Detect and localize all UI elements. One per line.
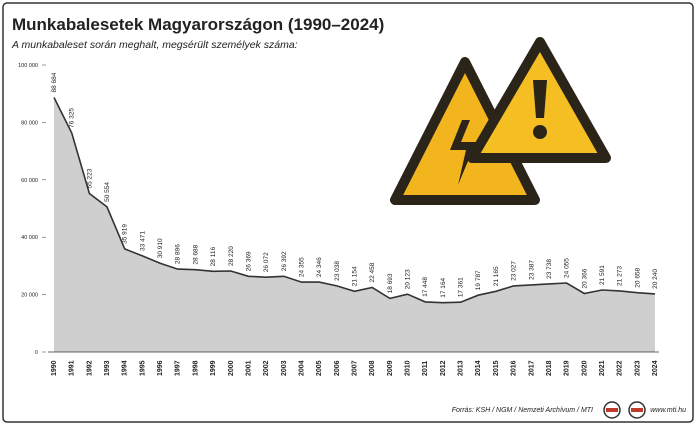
value-label: 35 919 <box>122 224 129 244</box>
x-tick-label: 2023 <box>634 360 641 376</box>
value-label: 26 392 <box>281 251 288 271</box>
x-tick-label: 2007 <box>352 360 359 376</box>
value-label: 21 273 <box>617 266 624 286</box>
x-tick-label: 1996 <box>157 360 164 376</box>
x-tick-label: 2012 <box>440 360 447 376</box>
value-label: 20 366 <box>581 268 588 288</box>
value-label: 50 554 <box>104 182 111 202</box>
x-tick-label: 1993 <box>104 360 111 376</box>
logo-mark <box>631 408 643 412</box>
x-tick-label: 1999 <box>210 360 217 376</box>
source: Forrás: KSH / NGM / Nemzeti Archívum / M… <box>452 407 593 414</box>
value-label: 28 220 <box>228 246 235 266</box>
y-tick-label: 0 <box>35 350 38 356</box>
value-label: 20 123 <box>405 269 412 289</box>
value-label: 17 448 <box>422 277 429 297</box>
value-label: 24 055 <box>564 258 571 278</box>
value-label: 22 458 <box>369 262 376 282</box>
y-tick-label: 80 000 <box>21 120 38 126</box>
value-label: 23 027 <box>511 261 518 281</box>
y-tick-label: 40 000 <box>21 235 38 241</box>
exclamation-icon <box>533 80 547 118</box>
x-tick-label: 2020 <box>581 360 588 376</box>
x-tick-label: 2024 <box>652 360 659 376</box>
value-label: 33 471 <box>139 231 146 251</box>
x-tick-label: 2016 <box>511 360 518 376</box>
exclamation-dot <box>533 125 547 139</box>
x-tick-label: 2001 <box>245 360 252 376</box>
value-label: 24 355 <box>298 257 305 277</box>
website: www.mti.hu <box>650 407 686 414</box>
x-tick-label: 2003 <box>281 360 288 376</box>
value-label: 88 684 <box>51 72 58 92</box>
value-label: 76 325 <box>69 108 76 128</box>
x-tick-label: 1992 <box>86 360 93 376</box>
x-tick-label: 1991 <box>69 360 76 376</box>
value-label: 28 896 <box>175 244 182 264</box>
x-tick-label: 1995 <box>139 360 146 376</box>
plot: 0 20 000 40 000 60 000 80 000 100 000 88 684 19… <box>18 63 659 376</box>
value-label: 30 910 <box>157 238 164 258</box>
y-tick-label: 100 000 <box>18 63 38 69</box>
value-label: 28 688 <box>192 244 199 264</box>
x-tick-label: 2004 <box>298 360 305 376</box>
logo-mark <box>606 408 618 412</box>
chart-subtitle: A munkabaleset során meghalt, megsérült … <box>11 39 298 51</box>
x-tick-label: 2000 <box>228 360 235 376</box>
value-label: 20 240 <box>652 269 659 289</box>
x-tick-label: 2017 <box>528 360 535 376</box>
x-tick-label: 1994 <box>122 360 129 376</box>
x-tick-label: 2006 <box>334 360 341 376</box>
chart-title: Munkabalesetek Magyarországon (1990–2024… <box>12 15 384 34</box>
x-tick-label: 1998 <box>192 360 199 376</box>
value-label: 17 164 <box>440 277 447 297</box>
value-label: 18 693 <box>387 273 394 293</box>
warning-signs <box>390 37 611 205</box>
value-label: 28 116 <box>210 247 217 267</box>
value-label: 23 387 <box>528 260 535 280</box>
x-tick-label: 2018 <box>546 360 553 376</box>
value-label: 24 346 <box>316 257 323 277</box>
value-label: 26 369 <box>245 251 252 271</box>
x-tick-label: 2015 <box>493 360 500 376</box>
x-tick-label: 2022 <box>617 360 624 376</box>
x-tick-label: 2011 <box>422 361 429 376</box>
lightning-icon <box>450 120 476 185</box>
value-label: 26 072 <box>263 252 270 272</box>
x-tick-label: 2009 <box>387 360 394 376</box>
x-tick-label: 2010 <box>405 360 412 376</box>
y-tick-label: 60 000 <box>21 178 38 184</box>
x-tick-label: 2008 <box>369 360 376 376</box>
x-tick-label: 2014 <box>475 360 482 376</box>
area <box>54 97 655 352</box>
value-label: 21 154 <box>352 266 359 286</box>
x-tick-label: 1990 <box>51 360 58 376</box>
x-tick-label: 2005 <box>316 360 323 376</box>
x-tick-label: 2013 <box>458 360 465 376</box>
line <box>53 97 656 304</box>
value-label: 23 038 <box>334 261 341 281</box>
x-tick-label: 2002 <box>263 360 270 376</box>
value-label: 23 738 <box>546 259 553 279</box>
value-label: 21 165 <box>493 266 500 286</box>
value-label: 55 223 <box>86 168 93 188</box>
value-label: 20 658 <box>634 267 641 287</box>
x-tick-label: 2019 <box>564 360 571 376</box>
x-tick-label: 1997 <box>175 360 182 376</box>
value-label: 17 361 <box>458 277 465 297</box>
value-label: 21 591 <box>599 265 606 285</box>
value-label: 19 787 <box>475 270 482 290</box>
y-tick-label: 20 000 <box>21 293 38 299</box>
x-tick-label: 2021 <box>599 360 606 376</box>
